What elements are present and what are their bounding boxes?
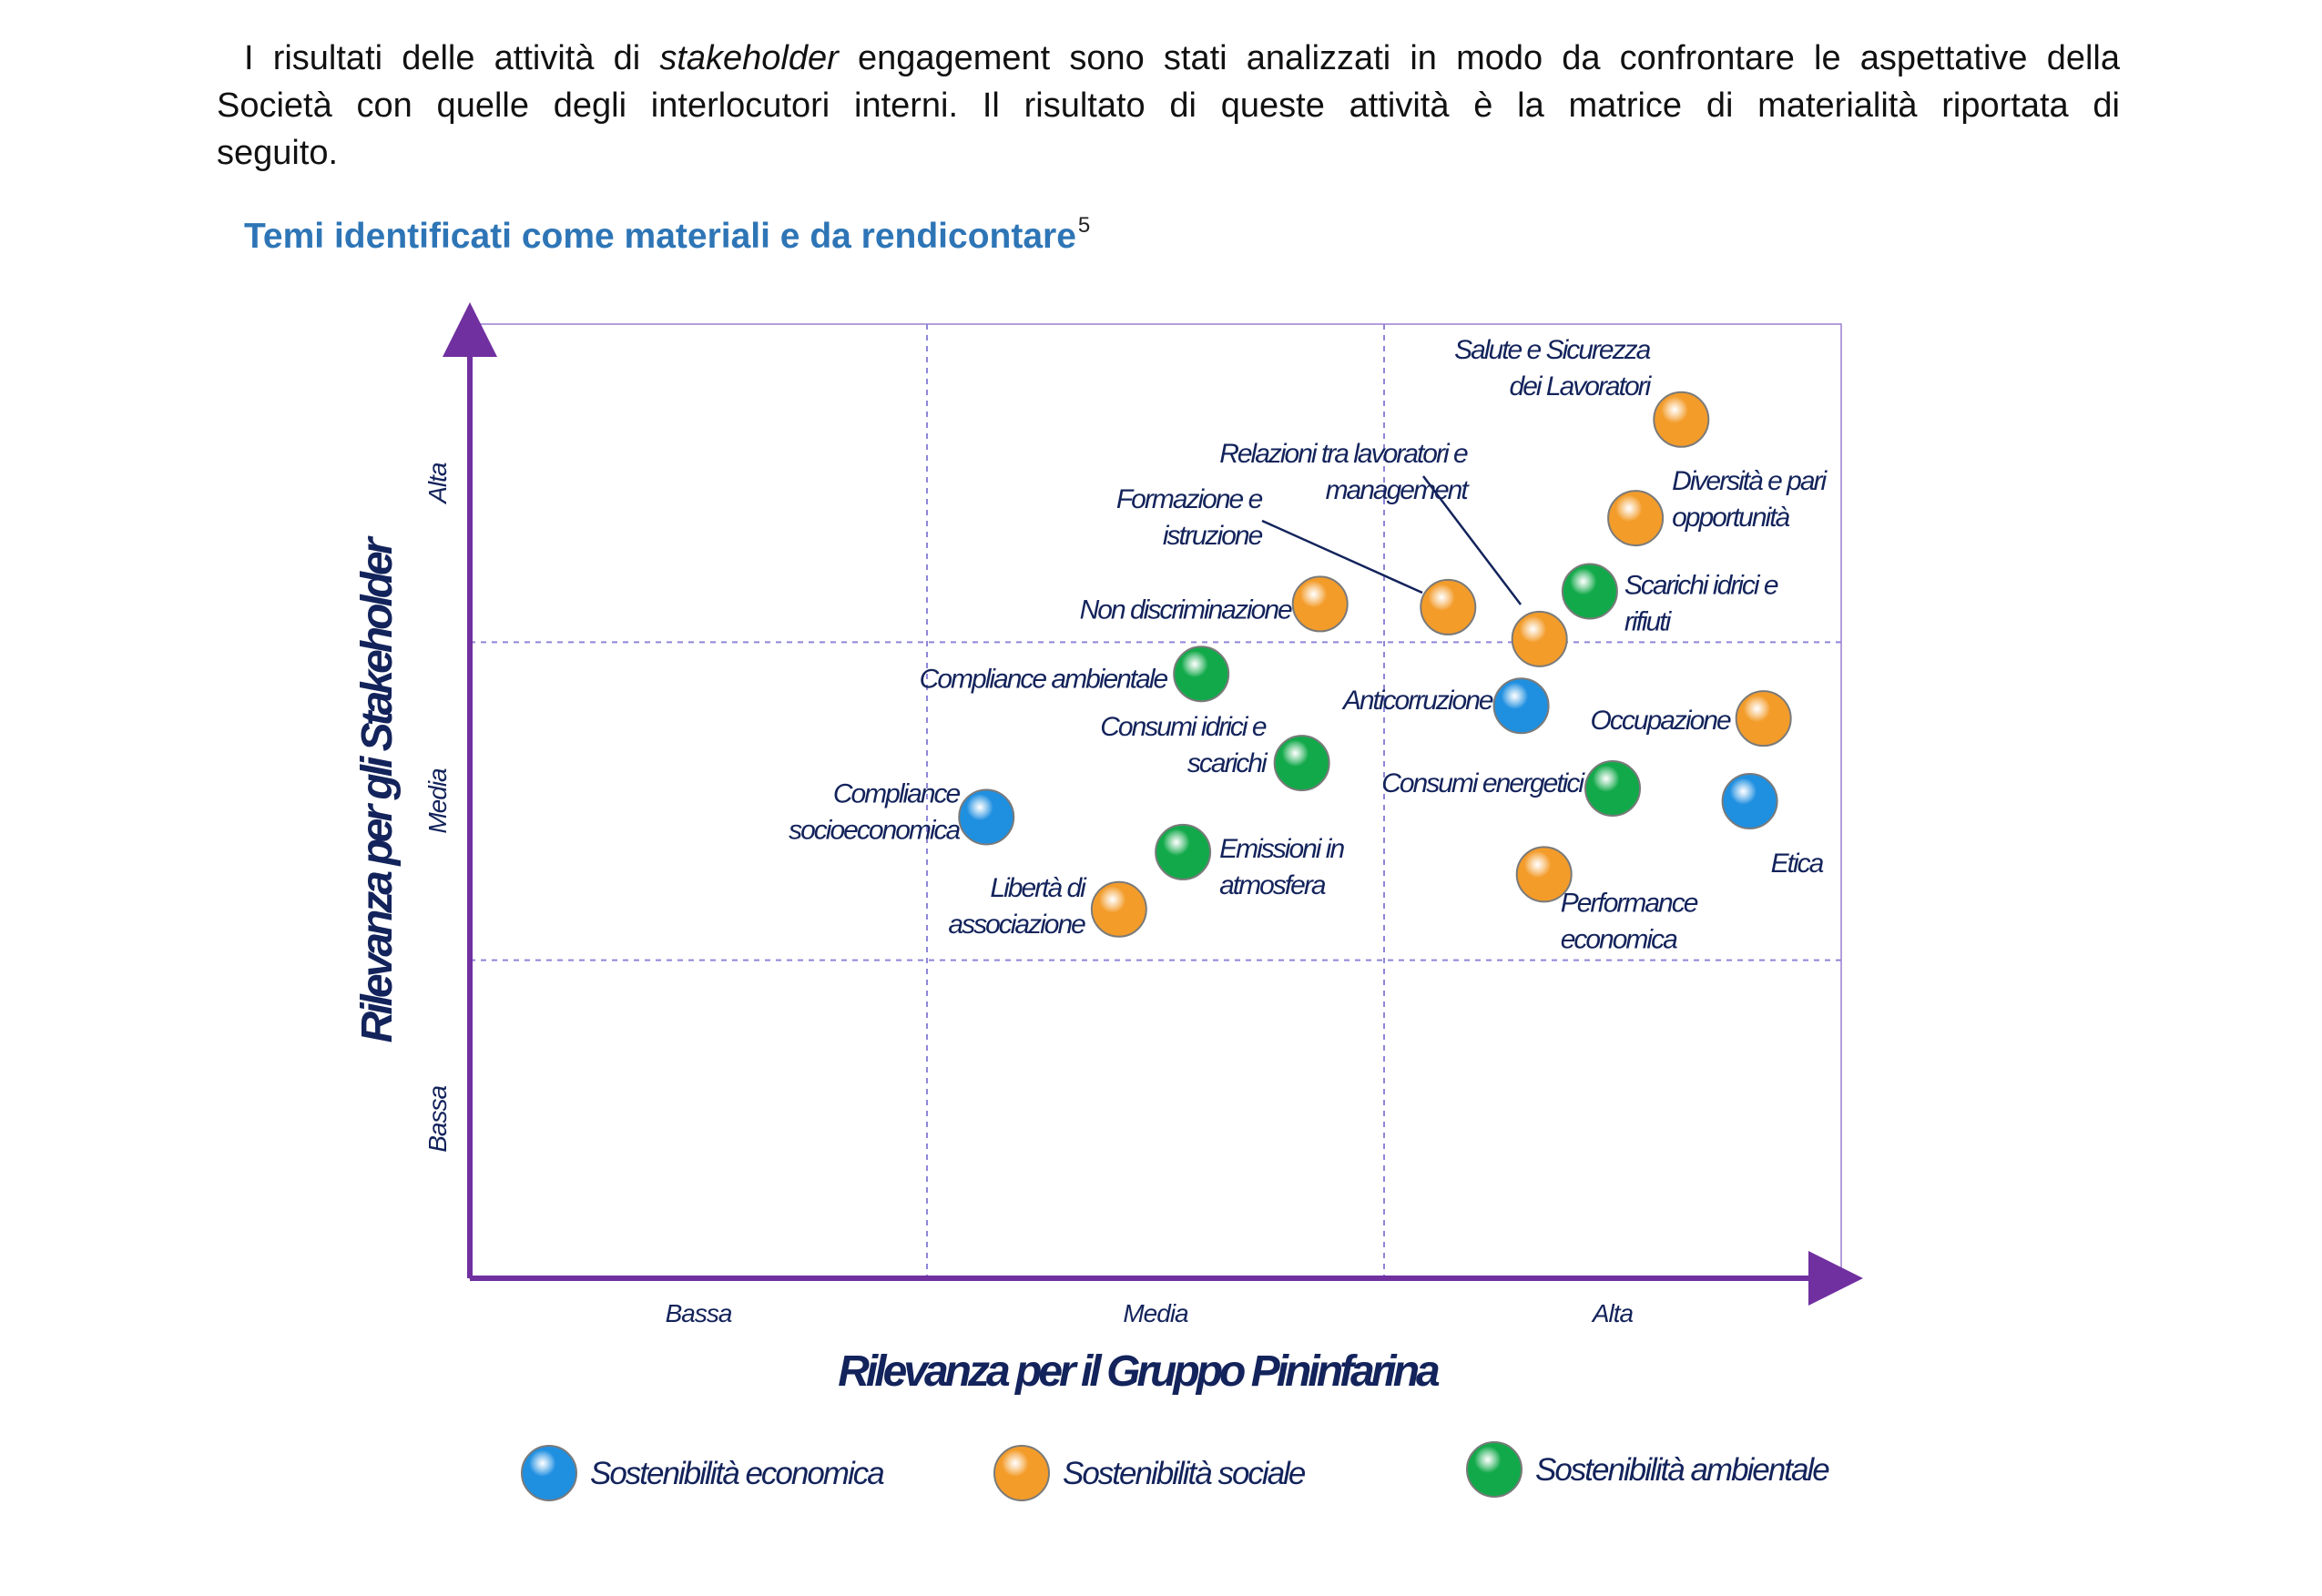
data-point-label: Consumi idrici e scarichi <box>1100 712 1268 778</box>
paragraph-text: seguito. <box>217 134 339 172</box>
data-point-label: Occupazione <box>1591 706 1731 736</box>
data-point-label: Anticorruzione <box>1341 686 1493 716</box>
data-point-label-line: Compliance ambientale <box>920 664 1168 694</box>
footnote-marker: 5 <box>1077 213 1091 238</box>
data-point-bubble <box>1273 735 1330 792</box>
paragraph-text: Società con quelle degli interlocutori i… <box>217 86 2120 125</box>
data-point-label: Formazione e istruzione <box>1116 484 1263 551</box>
paragraph-line: Società con quelle degli interlocutori i… <box>217 82 2120 129</box>
data-point-label-line: atmosfera <box>1219 870 1326 900</box>
paragraph-line: seguito. <box>217 129 2120 177</box>
data-point-label: Non discriminazione <box>1080 595 1292 625</box>
data-point-label-line: scarichi <box>1187 748 1268 778</box>
data-point-label-line: management <box>1326 475 1471 505</box>
data-point-label-line: Relazioni tra lavoratori e <box>1219 439 1468 469</box>
paragraph-text: engagement sono stati analizzati in modo… <box>838 39 2120 77</box>
data-point-bubble <box>1721 773 1778 829</box>
data-point-label: Consumi energetici <box>1381 768 1585 798</box>
data-point-label: Relazioni tra lavoratori e management <box>1219 439 1470 505</box>
legend-label: Sostenibilità sociale <box>1063 1456 1306 1491</box>
data-point-bubble <box>1291 575 1349 633</box>
data-point-bubble <box>1155 823 1212 880</box>
data-point-bubble <box>1515 846 1573 903</box>
legend-bubble <box>521 1445 577 1501</box>
data-point-label-line: Diversità e pari <box>1672 466 1828 496</box>
data-point-label-line: economica <box>1561 924 1677 954</box>
data-point-bubble <box>958 788 1015 846</box>
legend-label: Sostenibilità ambientale <box>1535 1452 1829 1488</box>
data-point-label: Scarichi idrici e rifiuti <box>1624 570 1778 636</box>
legend-label: Sostenibilità economica <box>590 1456 884 1491</box>
data-point-label-line: Consumi energetici <box>1381 768 1585 798</box>
x-tick-label: Alta <box>1591 1299 1634 1327</box>
leader-line <box>1422 475 1522 605</box>
data-point-bubble <box>1584 760 1641 818</box>
data-point-bubble <box>1090 880 1147 938</box>
data-point-label-line: Anticorruzione <box>1341 686 1493 716</box>
x-tick-label: Bassa <box>666 1299 732 1327</box>
data-point-label-line: Etica <box>1771 849 1824 879</box>
data-point-label-line: Performance <box>1561 888 1698 918</box>
data-point-label: Etica <box>1771 849 1824 879</box>
data-point-label-line: associazione <box>948 910 1085 940</box>
legend-bubble <box>1466 1441 1523 1498</box>
data-point-bubble <box>1420 578 1477 635</box>
data-point-label: Performance economica <box>1561 888 1698 954</box>
leader-line <box>1261 519 1423 595</box>
data-point-bubble <box>1653 391 1710 448</box>
legend-bubble <box>993 1445 1050 1501</box>
data-point-label-line: Formazione e <box>1116 484 1263 514</box>
data-point-label: Salute e Sicurezza dei Lavoratori <box>1454 335 1652 402</box>
data-point-label: Emissioni in atmosfera <box>1219 834 1344 900</box>
y-tick-label: Media <box>423 768 452 834</box>
intro-paragraph: I risultati delle attività di stakeholde… <box>217 35 2120 177</box>
paragraph-italic-text: stakeholder <box>659 39 839 77</box>
data-point-label-line: Libertà di <box>990 873 1087 903</box>
data-point-bubble <box>1511 610 1568 667</box>
data-point-label-line: Salute e Sicurezza <box>1454 335 1650 365</box>
paragraph-line: I risultati delle attività di stakeholde… <box>217 35 2120 82</box>
data-point-bubble <box>1173 646 1230 703</box>
data-point-label-line: rifiuti <box>1624 606 1673 636</box>
data-point-bubble <box>1735 690 1792 747</box>
data-point-label-line: istruzione <box>1163 521 1263 551</box>
data-point-bubble <box>1561 563 1618 620</box>
data-point-label-line: dei Lavoratori <box>1510 371 1653 402</box>
data-point-label-line: Scarichi idrici e <box>1624 570 1778 600</box>
data-point-label: Compliance ambientale <box>920 664 1168 694</box>
y-axis-title: Rilevanza per gli Stakeholder <box>353 535 402 1042</box>
data-point-bubble <box>1492 677 1550 735</box>
paragraph-text: I risultati delle attività di <box>244 39 660 77</box>
data-point-label-line: opportunità <box>1672 503 1789 533</box>
data-point-label: Compliance socioeconomica <box>789 778 960 845</box>
y-tick-label: Alta <box>423 463 452 505</box>
data-point-bubble <box>1607 490 1665 547</box>
y-tick-label: Bassa <box>423 1085 452 1152</box>
data-point-label-line: Consumi idrici e <box>1100 712 1267 742</box>
data-point-label-line: Occupazione <box>1591 706 1731 736</box>
data-point-label-line: Non discriminazione <box>1080 595 1292 625</box>
data-point-label-line: socioeconomica <box>789 815 960 845</box>
data-point-label: Diversità e pari opportunità <box>1672 466 1828 533</box>
data-point-label-line: Emissioni in <box>1219 834 1344 864</box>
data-point-label: Libertà di associazione <box>948 873 1087 940</box>
x-axis-title: Rilevanza per il Gruppo Pininfarina <box>838 1347 1440 1396</box>
data-point-label-line: Compliance <box>833 778 961 808</box>
section-heading: Temi identificati come materiali e da re… <box>244 213 1090 257</box>
x-tick-label: Media <box>1123 1299 1188 1327</box>
heading-title: Temi identificati come materiali e da re… <box>244 217 1076 256</box>
